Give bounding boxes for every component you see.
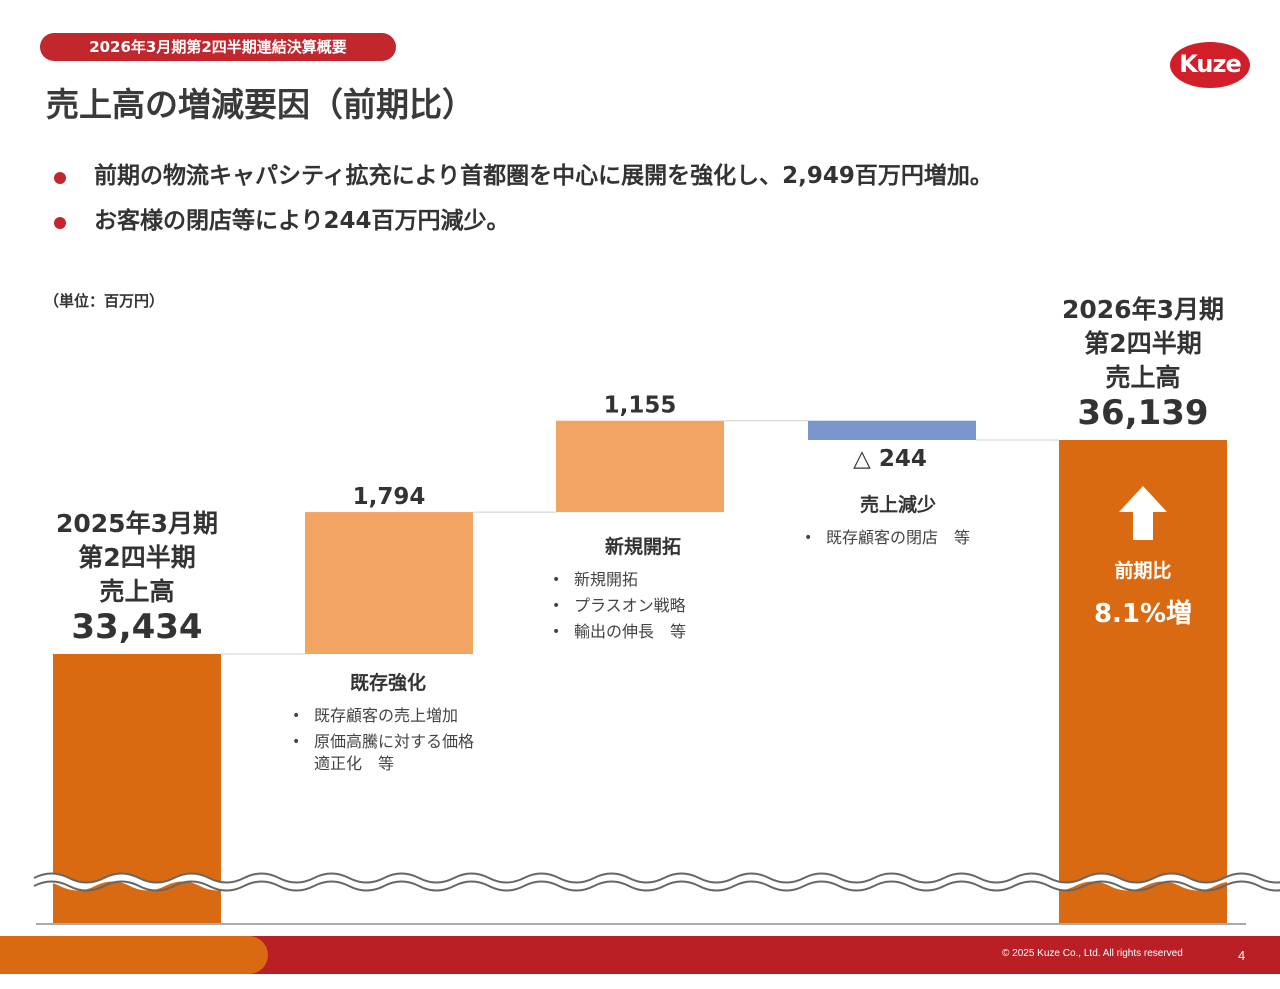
data-label: 33,434 <box>71 607 202 647</box>
summary-bullet-text: 前期の物流キャパシティ拡充により首都圏を中心に展開を強化し、2,949百万円増加… <box>94 163 993 189</box>
change-value: 8.1%増 <box>1094 599 1192 629</box>
unit-label: （単位：百万円） <box>44 292 165 310</box>
note-item: 新規開拓 <box>548 569 738 591</box>
bullet-dot-icon <box>54 172 66 184</box>
footer-accent <box>0 936 268 974</box>
kuze-logo: Kuze <box>1170 42 1250 88</box>
note-item: 原価高騰に対する価格適正化 等 <box>288 731 488 775</box>
data-label: 36,139 <box>1077 393 1208 433</box>
step-label: 新規開拓 <box>604 536 681 558</box>
axis-break-line <box>33 880 1280 892</box>
section-badge: 2026年3月期第2四半期連結決算概要 <box>40 33 396 61</box>
total-label-line: 2025年3月期 <box>56 509 218 538</box>
total-label-line: 第2四半期 <box>78 543 195 572</box>
data-label: △ 244 <box>853 446 927 472</box>
summary-bullets: 前期の物流キャパシティ拡充により首都圏を中心に展開を強化し、2,949百万円増加… <box>50 156 993 246</box>
bullet-dot-icon <box>54 217 66 229</box>
step-label: 既存強化 <box>349 672 426 694</box>
data-label: 1,794 <box>353 484 426 510</box>
summary-bullet-text: お客様の閉店等により244百万円減少。 <box>94 208 510 234</box>
copyright: © 2025 Kuze Co., Ltd. All rights reserve… <box>1002 948 1183 959</box>
note-decrease: 売上減少 既存顧客の閉店 等 <box>800 490 996 553</box>
summary-bullet: お客様の閉店等により244百万円減少。 <box>50 201 993 246</box>
bar-increase <box>556 420 724 513</box>
step-label: 売上減少 <box>859 494 936 516</box>
total-label-line: 売上高 <box>1105 363 1180 392</box>
note-new-business: 新規開拓 新規開拓 プラスオン戦略 輸出の伸長 等 <box>548 532 738 647</box>
note-item: プラスオン戦略 <box>548 595 738 617</box>
total-label-line: 2026年3月期 <box>1062 295 1224 324</box>
note-item: 既存顧客の閉店 等 <box>800 527 996 549</box>
note-item: 輸出の伸長 等 <box>548 621 738 643</box>
note-existing: 既存強化 既存顧客の売上増加 原価高騰に対する価格適正化 等 <box>288 668 488 779</box>
total-label-line: 第2四半期 <box>1084 329 1201 358</box>
page-number: 4 <box>1238 948 1246 963</box>
bar-decrease <box>808 420 976 440</box>
axis-break-line <box>33 872 1280 884</box>
note-item: 既存顧客の売上増加 <box>288 705 488 727</box>
change-label: 前期比 <box>1114 559 1171 582</box>
page-title: 売上高の増減要因（前期比） <box>46 85 475 124</box>
bar-increase <box>305 512 473 654</box>
up-arrow-icon <box>1119 486 1167 540</box>
summary-bullet: 前期の物流キャパシティ拡充により首都圏を中心に展開を強化し、2,949百万円増加… <box>50 156 993 201</box>
data-label: 1,155 <box>604 393 677 419</box>
total-label-line: 売上高 <box>99 577 174 606</box>
